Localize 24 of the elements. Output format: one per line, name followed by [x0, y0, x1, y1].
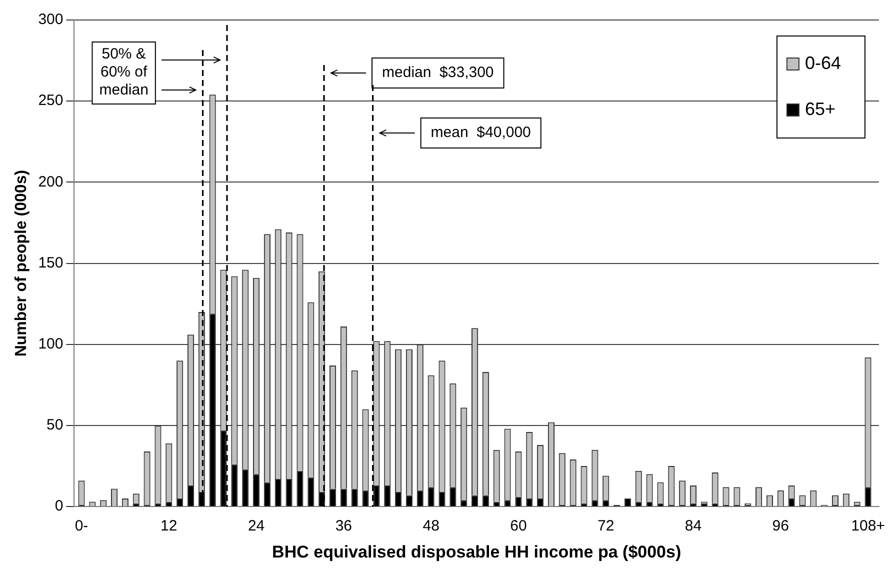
x-tick-label: 84 [684, 518, 702, 535]
x-axis-title: BHC equivalised disposable HH income pa ($000s) [272, 542, 682, 562]
x-tick-label: 96 [772, 518, 789, 535]
ref-line-label: median $33,300 [382, 64, 494, 82]
x-tick-label: 108+ [851, 518, 886, 535]
x-tick-label: 36 [335, 518, 352, 535]
x-tick-label: 24 [248, 518, 265, 535]
x-tick-label: 12 [160, 518, 178, 535]
legend-label: 0-64 [804, 52, 841, 73]
y-tick-label: 0 [54, 498, 64, 515]
y-tick-label: 250 [38, 92, 64, 110]
y-tick-label: 200 [38, 173, 64, 190]
ref-line-label: mean $40,000 [430, 124, 531, 142]
y-tick-label: 100 [38, 336, 64, 353]
y-tick-label: 50 [46, 416, 64, 434]
x-tick-label: 72 [598, 518, 614, 535]
y-tick-label: 300 [38, 11, 64, 28]
legend-label: 65+ [804, 98, 836, 119]
annotation: 50% & 60% of median [99, 46, 148, 99]
x-tick-label: 48 [422, 518, 440, 535]
x-tick-label: 0- [74, 518, 88, 535]
y-tick-label: 150 [38, 254, 64, 272]
x-tick-label: 60 [510, 518, 527, 535]
y-axis-title: Number of people (000s) [13, 170, 30, 357]
